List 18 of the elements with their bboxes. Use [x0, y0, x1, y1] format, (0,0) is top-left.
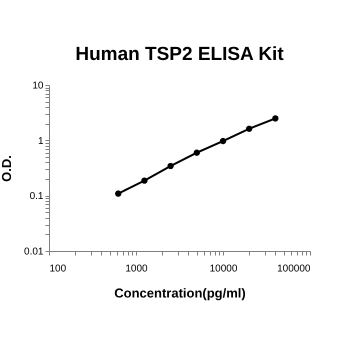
- point: [246, 126, 252, 132]
- y-tick-label: 0.01: [24, 246, 44, 258]
- x-axis-title: Concentration(pg/ml): [114, 286, 246, 300]
- point: [167, 162, 174, 170]
- x-tick-label: 100: [50, 264, 67, 274]
- y-tick-label: 1: [38, 136, 44, 147]
- chart-title: Human TSP2 ELISA Kit: [75, 44, 284, 65]
- point: [141, 177, 148, 184]
- y-axis-title: O.D.: [0, 155, 14, 182]
- point: [272, 115, 279, 122]
- point: [194, 150, 200, 156]
- x-tick-label: 1000: [125, 264, 148, 274]
- point: [115, 190, 122, 197]
- y-tick-label: 10: [32, 80, 44, 92]
- point: [220, 138, 226, 144]
- x-tick-label: 10000: [210, 264, 238, 274]
- x-tick-label: 100000: [277, 264, 311, 274]
- y-tick-label: 0.1: [30, 191, 44, 202]
